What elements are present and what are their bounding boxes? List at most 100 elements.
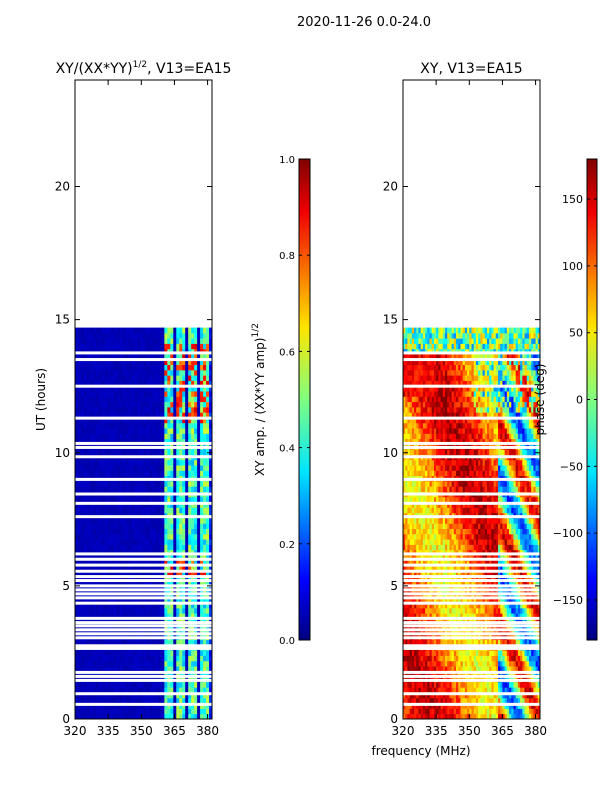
heatmap-cell (164, 560, 168, 567)
heatmap-cell (182, 364, 186, 371)
heatmap-cell (116, 375, 121, 381)
heatmap-cell (203, 703, 207, 709)
heatmap-cell (480, 692, 483, 699)
heatmap-cell (203, 629, 207, 635)
heatmap-cell (146, 528, 150, 535)
heatmap-cell (164, 417, 168, 424)
heatmap-cell (89, 539, 94, 545)
heatmap-cell (442, 666, 446, 672)
heatmap-cell (113, 655, 118, 662)
heatmap-cell (98, 544, 103, 551)
heatmap-cell (161, 354, 165, 360)
heatmap-cell (80, 581, 85, 588)
heatmap-cell (80, 565, 85, 572)
heatmap-cell (209, 597, 213, 604)
heatmap-cell (442, 703, 446, 709)
heatmap-cell (101, 496, 106, 503)
heatmap-cell (440, 602, 444, 609)
heatmap-cell (482, 713, 486, 720)
heatmap-cell (158, 449, 162, 455)
heatmap-cell (170, 401, 174, 408)
heatmap-cell (416, 708, 419, 715)
heatmap-cell (436, 597, 439, 604)
heatmap-cell (489, 703, 492, 709)
heatmap-cell (495, 607, 499, 614)
heatmap-cell (104, 660, 109, 667)
heatmap-cell (420, 687, 424, 693)
heatmap-cell (447, 607, 450, 614)
heatmap-cell (104, 486, 109, 492)
heatmap-cell (125, 343, 130, 350)
heatmap-cell (500, 613, 503, 619)
heatmap-cell (125, 660, 130, 667)
heatmap-cell (86, 327, 91, 334)
heatmap-cell (513, 666, 517, 672)
heatmap-cell (104, 465, 109, 471)
heatmap-cell (110, 639, 115, 646)
heatmap-cell (489, 607, 492, 614)
heatmap-cell (451, 687, 455, 693)
heatmap-cell (98, 465, 103, 471)
heatmap-cell (110, 607, 115, 614)
heatmap-cell (194, 703, 198, 709)
heatmap-cell (119, 713, 124, 720)
heatmap-cell (104, 459, 109, 466)
heatmap-cell (119, 655, 124, 662)
heatmap-cell (191, 428, 195, 434)
heatmap-cell (478, 666, 481, 672)
heatmap-cell (143, 639, 147, 646)
heatmap-cell (116, 385, 121, 392)
heatmap-cell (191, 681, 195, 688)
heatmap-cell (116, 438, 121, 445)
heatmap-cell (173, 480, 177, 487)
heatmap-cell (209, 602, 213, 609)
heatmap-cell (77, 364, 82, 371)
heatmap-cell (89, 528, 94, 535)
heatmap-cell (200, 449, 204, 455)
heatmap-cell (511, 708, 514, 715)
heatmap-cell (119, 533, 124, 540)
heatmap-cell (209, 539, 213, 545)
heatmap-cell (444, 655, 448, 662)
heatmap-cell (80, 607, 85, 614)
heatmap-cell (83, 465, 88, 471)
heatmap-cell (506, 692, 510, 699)
heatmap-cell (113, 401, 118, 408)
heatmap-cell (83, 597, 88, 604)
heatmap-cell (173, 687, 177, 693)
heatmap-cell (409, 687, 413, 693)
heatmap-cell (451, 639, 455, 646)
heatmap-cell (533, 687, 536, 693)
heatmap-cell (420, 708, 424, 715)
heatmap-cell (188, 639, 192, 646)
heatmap-cell (433, 629, 437, 635)
heatmap-cell (149, 449, 153, 455)
heatmap-cell (143, 681, 147, 688)
heatmap-cell (209, 369, 213, 376)
heatmap-cell (414, 687, 417, 693)
heatmap-cell (482, 613, 486, 619)
heatmap-cell (101, 613, 106, 619)
heatmap-cell (471, 671, 475, 678)
heatmap-cell (119, 412, 124, 418)
heatmap-cell (98, 412, 103, 418)
heatmap-cell (414, 602, 417, 609)
heatmap-cell (104, 565, 109, 572)
heatmap-cell (471, 650, 475, 656)
heatmap-cell (167, 602, 171, 609)
heatmap-cell (152, 470, 156, 477)
heatmap-cell (535, 666, 539, 672)
heatmap-cell (200, 496, 204, 503)
heatmap-cell (409, 660, 413, 667)
heatmap-cell (140, 713, 144, 720)
heatmap-cell (179, 560, 183, 567)
heatmap-cell (493, 687, 497, 693)
heatmap-cell (179, 438, 183, 445)
heatmap-cell (128, 602, 132, 609)
heatmap-cell (137, 502, 141, 508)
heatmap-cell (122, 332, 127, 339)
heatmap-cell (475, 639, 479, 646)
heatmap-cell (158, 332, 162, 339)
heatmap-cell (182, 602, 186, 609)
heatmap-cell (125, 576, 130, 582)
